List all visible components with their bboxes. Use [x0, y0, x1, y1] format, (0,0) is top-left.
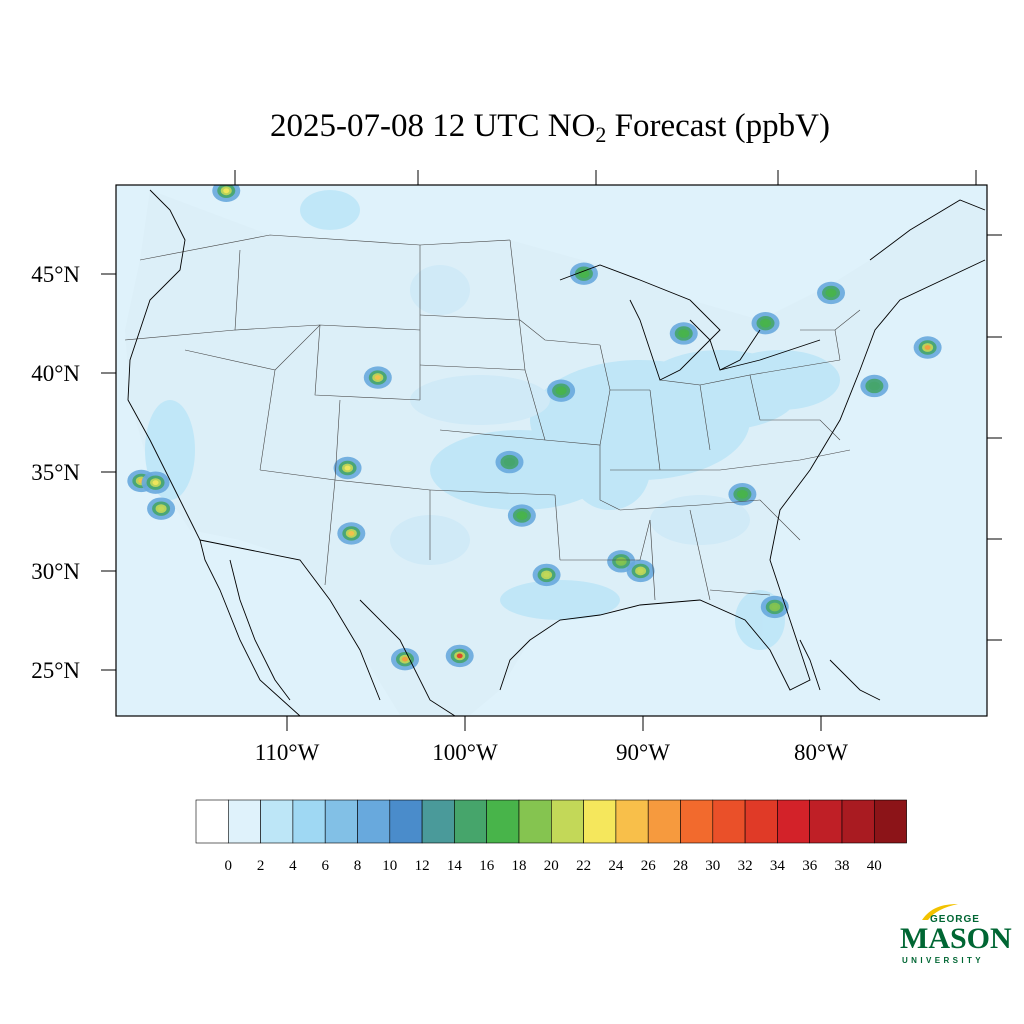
- lon-label-110: 110°W: [255, 740, 320, 765]
- colorbar-tick-label: 2: [257, 858, 265, 874]
- hotspot: [913, 336, 942, 359]
- colorbar-swatch: [421, 799, 455, 844]
- colorbar-tick-label: 18: [512, 858, 527, 874]
- hotspot: [669, 322, 698, 345]
- colorbar-tick-label: 38: [835, 858, 850, 874]
- colorbar-tick-label: 12: [415, 858, 430, 874]
- title-prefix: 2025-07-08 12 UTC NO: [269, 108, 596, 144]
- hotspot: [760, 595, 789, 619]
- colorbar-tick-label: 36: [802, 858, 818, 874]
- colorbar-tick-label: 16: [479, 858, 495, 874]
- colorbar-swatch: [583, 799, 617, 844]
- map-ticks: [101, 170, 1002, 731]
- lon-label-100: 100°W: [432, 740, 498, 765]
- hotspot: [56, 197, 84, 219]
- colorbar-tick-label: 24: [608, 858, 624, 874]
- logo-line-mason: MASON: [900, 922, 1012, 955]
- hotspot: [56, 393, 84, 415]
- colorbar-tick-label: 26: [641, 858, 657, 874]
- colorbar-swatch: [680, 799, 714, 844]
- colorbar-swatch: [260, 799, 294, 844]
- colorbar-tick-label: 8: [354, 858, 362, 874]
- state-borders: [124, 234, 861, 601]
- swoosh-icon: [922, 904, 958, 920]
- colorbar-swatch: [615, 799, 649, 844]
- hotspot: [507, 504, 536, 527]
- coastlines: [127, 189, 986, 716]
- lat-label-35: 35°N: [31, 460, 80, 485]
- lat-label-40: 40°N: [31, 361, 80, 386]
- colorbar-tick-label: 6: [321, 858, 329, 874]
- colorbar-tick-label: 30: [705, 858, 720, 874]
- colorbar-swatch: [228, 799, 261, 844]
- colorbar-swatch: [777, 799, 811, 844]
- title-suffix: Forecast (ppbV): [606, 108, 830, 144]
- hotspot: [445, 644, 474, 668]
- colorbar: [195, 799, 907, 844]
- hotspot: [569, 262, 598, 285]
- colorbar-tick-label: 34: [770, 858, 786, 874]
- hotspot: [495, 450, 524, 474]
- colorbar-tick-label: 32: [738, 858, 753, 874]
- lon-label-80: 80°W: [794, 740, 848, 765]
- colorbar-tick-label: 14: [447, 858, 463, 874]
- colorbar-swatch: [389, 799, 423, 844]
- hotspot: [532, 563, 561, 587]
- colorbar-swatch: [841, 799, 875, 844]
- colorbar-swatch: [357, 799, 391, 844]
- colorbar-swatch: [744, 799, 778, 844]
- hotspot: [337, 522, 366, 545]
- title-subscript: 2: [595, 122, 607, 147]
- colorbar-swatch: [324, 799, 358, 844]
- lat-label-45: 45°N: [31, 262, 80, 287]
- hotspot: [860, 374, 889, 398]
- hotspot: [390, 647, 419, 671]
- colorbar-tick-label: 0: [225, 858, 233, 874]
- colorbar-tick-label: 4: [289, 858, 297, 874]
- colorbar-swatch: [486, 799, 520, 844]
- hotspot: [728, 483, 757, 506]
- colorbar-swatch: [550, 799, 584, 844]
- colorbar-swatch: [454, 799, 487, 844]
- colorbar-swatch: [292, 799, 326, 844]
- hotspot: [363, 366, 392, 389]
- colorbar-swatch: [195, 799, 229, 844]
- hotspot: [141, 471, 170, 494]
- colorbar-labels: 0 2 4 6 8 10 12 14 16 18 20 22 24 26 28 30 32 34 36 38 40: [225, 858, 882, 874]
- logo-line-university: UNIVERSITY: [902, 956, 985, 965]
- hotspot: [147, 497, 176, 520]
- map-title: 2025-07-08 12 UTC NO2 Forecast (ppbV): [0, 108, 1024, 148]
- hotspot-layer: [31, 185, 942, 671]
- colorbar-swatch: [712, 799, 746, 844]
- colorbar-tick-label: 40: [867, 858, 882, 874]
- hotspot: [751, 312, 780, 335]
- hotspot: [607, 550, 636, 573]
- colorbar-tick-label: 22: [576, 858, 591, 874]
- hotspot: [547, 379, 576, 402]
- colorbar-swatch: [809, 799, 843, 844]
- gmu-logo: GEORGE MASON UNIVERSITY: [890, 900, 1012, 980]
- map-frame: [115, 184, 988, 717]
- colorbar-swatch: [873, 799, 907, 844]
- colorbar-tick-label: 28: [673, 858, 688, 874]
- colorbar-tick-label: 10: [382, 858, 397, 874]
- hotspot: [31, 328, 59, 350]
- colorbar-tick-label: 20: [544, 858, 559, 874]
- hotspot: [333, 456, 362, 480]
- hotspot: [817, 281, 846, 305]
- colorbar-swatch: [647, 799, 681, 844]
- hotspot: [212, 185, 241, 202]
- lat-label-30: 30°N: [31, 559, 80, 584]
- lon-label-90: 90°W: [616, 740, 670, 765]
- colorbar-swatch: [518, 799, 552, 844]
- logo-line-george: GEORGE: [930, 914, 980, 925]
- lat-label-25: 25°N: [31, 658, 80, 683]
